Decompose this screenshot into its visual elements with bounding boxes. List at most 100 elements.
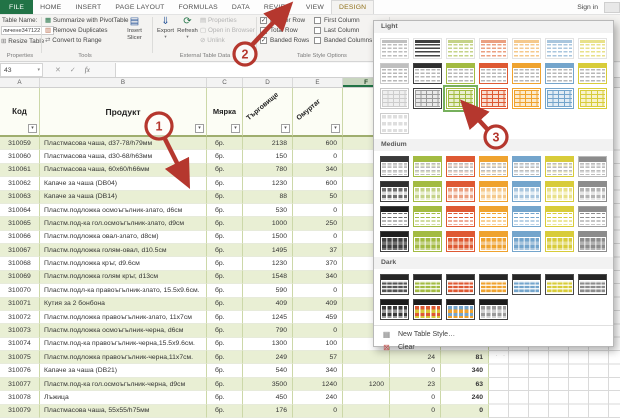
cell-value-f[interactable] [343, 351, 390, 365]
table-style-thumbnail[interactable] [380, 181, 409, 202]
cell-product[interactable]: Капаче за чаша (DB14) [40, 190, 207, 204]
name-box-dropdown-icon[interactable]: ▾ [37, 67, 40, 73]
cell-value-e[interactable]: 57 [293, 351, 343, 365]
cell-unit[interactable]: бр. [207, 324, 243, 338]
cell-value-e[interactable]: 0 [293, 150, 343, 164]
cell-product[interactable]: Пластм.подложка кръг, d9.6см [40, 257, 207, 271]
table-style-thumbnail[interactable] [512, 181, 541, 202]
column-header-E[interactable]: E [293, 78, 343, 87]
table-style-thumbnail[interactable] [479, 231, 508, 252]
cell-product[interactable]: Пластмасова чаша, d30-68/h63мм [40, 150, 207, 164]
cell-code[interactable]: 310069 [0, 270, 40, 285]
table-style-thumbnail[interactable] [380, 274, 409, 295]
cell-code[interactable]: 310061 [0, 163, 40, 178]
checkbox-banded-columns[interactable]: Banded Columns [314, 37, 372, 44]
cell-product[interactable]: Пластм.подложка осмоъгълник-злато, d6см [40, 203, 207, 218]
table-name-input[interactable]: личене347122 [1, 26, 54, 35]
table-style-thumbnail[interactable] [545, 88, 574, 109]
cell-code[interactable]: 310075 [0, 351, 40, 365]
cell-value-g[interactable]: 23 [390, 377, 441, 392]
cell-value-e[interactable]: 409 [293, 297, 343, 311]
cell-value-d[interactable]: 530 [243, 203, 293, 218]
gallery-resize-grip[interactable]: · · · · [480, 353, 507, 359]
table-style-thumbnail[interactable] [380, 38, 409, 59]
cell-value-e[interactable]: 600 [293, 137, 343, 151]
cell-product[interactable]: Пластмасова чаша, 55x55/h75мм [40, 404, 207, 418]
cell-code[interactable]: 310064 [0, 203, 40, 218]
cell-code[interactable]: 310063 [0, 190, 40, 204]
cell-code[interactable]: 310072 [0, 310, 40, 325]
cell-code[interactable]: 310078 [0, 391, 40, 405]
cell-unit[interactable]: бр. [207, 297, 243, 311]
cell-value-e[interactable]: 459 [293, 310, 343, 325]
ribbon-tab-page-layout[interactable]: PAGE LAYOUT [115, 3, 165, 11]
ribbon-tab-home[interactable]: HOME [40, 3, 62, 11]
table-style-thumbnail[interactable] [578, 181, 607, 202]
checkbox-icon[interactable] [314, 17, 321, 24]
cell-value-f[interactable] [343, 391, 390, 405]
cell-value-d[interactable]: 780 [243, 163, 293, 178]
table-style-thumbnail[interactable] [545, 274, 574, 295]
table-style-thumbnail[interactable] [578, 231, 607, 252]
cell-value-e[interactable]: 340 [293, 163, 343, 178]
cell-unit[interactable]: бр. [207, 364, 243, 378]
cell-unit[interactable]: бр. [207, 404, 243, 418]
ribbon-tab-design[interactable]: DESIGN [331, 0, 375, 14]
cell-value-d[interactable]: 450 [243, 391, 293, 405]
cell-unit[interactable]: бр. [207, 377, 243, 392]
cell-value-e[interactable]: 0 [293, 324, 343, 338]
cancel-icon[interactable]: ✕ [55, 67, 61, 74]
table-style-thumbnail[interactable] [578, 274, 607, 295]
cell-code[interactable]: 310067 [0, 244, 40, 258]
cell-value-e[interactable]: 0 [293, 284, 343, 298]
table-style-thumbnail[interactable] [578, 156, 607, 177]
clear-style-menu-item[interactable]: ⊠ Clear [383, 343, 415, 352]
checkbox-icon[interactable]: ✓ [260, 17, 267, 24]
column-header-D[interactable]: D [243, 78, 293, 87]
table-style-thumbnail[interactable] [578, 38, 607, 59]
cell-code[interactable]: 310073 [0, 324, 40, 338]
table-style-thumbnail[interactable] [479, 274, 508, 295]
name-box[interactable]: 43 ▾ [0, 63, 43, 77]
cell-product[interactable]: Пластм.подложка правоъгълник-черна,11x7с… [40, 351, 207, 365]
table-style-thumbnail[interactable] [479, 88, 508, 109]
cell-value-d[interactable]: 88 [243, 190, 293, 204]
column-header-A[interactable]: A [0, 78, 40, 87]
table-style-thumbnail[interactable] [512, 231, 541, 252]
cell-value-d[interactable]: 540 [243, 364, 293, 378]
table-style-thumbnail[interactable] [413, 299, 442, 320]
filter-button[interactable]: ▾ [281, 124, 290, 133]
cell-product[interactable]: Капаче за чаша (DB21) [40, 364, 207, 378]
summarize-pivottable-button[interactable]: ▦ Summarize with PivotTable [45, 17, 129, 24]
checkbox-icon[interactable]: ✓ [260, 37, 267, 44]
cell-product[interactable]: Пластм.подложка голям кръг, d13см [40, 270, 207, 285]
cell-unit[interactable]: бр. [207, 391, 243, 405]
table-style-thumbnail[interactable] [545, 156, 574, 177]
cell-value-h[interactable]: 240 [441, 391, 489, 405]
cell-unit[interactable]: бр. [207, 150, 243, 164]
cell-unit[interactable]: бр. [207, 284, 243, 298]
cell-unit[interactable]: бр. [207, 257, 243, 271]
table-style-thumbnail[interactable] [479, 206, 508, 227]
cell-product[interactable]: Пластм.подложка овал-злато, d8см) [40, 230, 207, 245]
checkbox-total-row[interactable]: Total Row [260, 27, 298, 34]
cell-code[interactable]: 310071 [0, 297, 40, 311]
cell-product[interactable]: Кутия за 2 бонбона [40, 297, 207, 311]
table-style-thumbnail[interactable] [578, 206, 607, 227]
cell-value-g[interactable]: 0 [390, 364, 441, 378]
cell-value-g[interactable]: 0 [390, 391, 441, 405]
table-style-thumbnail[interactable] [380, 156, 409, 177]
cell-value-f[interactable] [343, 404, 390, 418]
table-style-thumbnail[interactable] [512, 38, 541, 59]
table-style-thumbnail[interactable] [446, 38, 475, 59]
checkbox-icon[interactable] [260, 27, 267, 34]
cell-value-d[interactable]: 1548 [243, 270, 293, 285]
cell-product[interactable]: Пластм.подложка правоъгълник-злато, 11x7… [40, 310, 207, 325]
cell-unit[interactable]: бр. [207, 137, 243, 151]
cell-unit[interactable]: бр. [207, 310, 243, 325]
cell-value-h[interactable]: 63 [441, 377, 489, 392]
cell-value-h[interactable]: 0 [441, 404, 489, 418]
table-style-thumbnail[interactable] [479, 181, 508, 202]
table-style-thumbnail[interactable] [380, 206, 409, 227]
ribbon-tab-insert[interactable]: INSERT [75, 3, 102, 11]
